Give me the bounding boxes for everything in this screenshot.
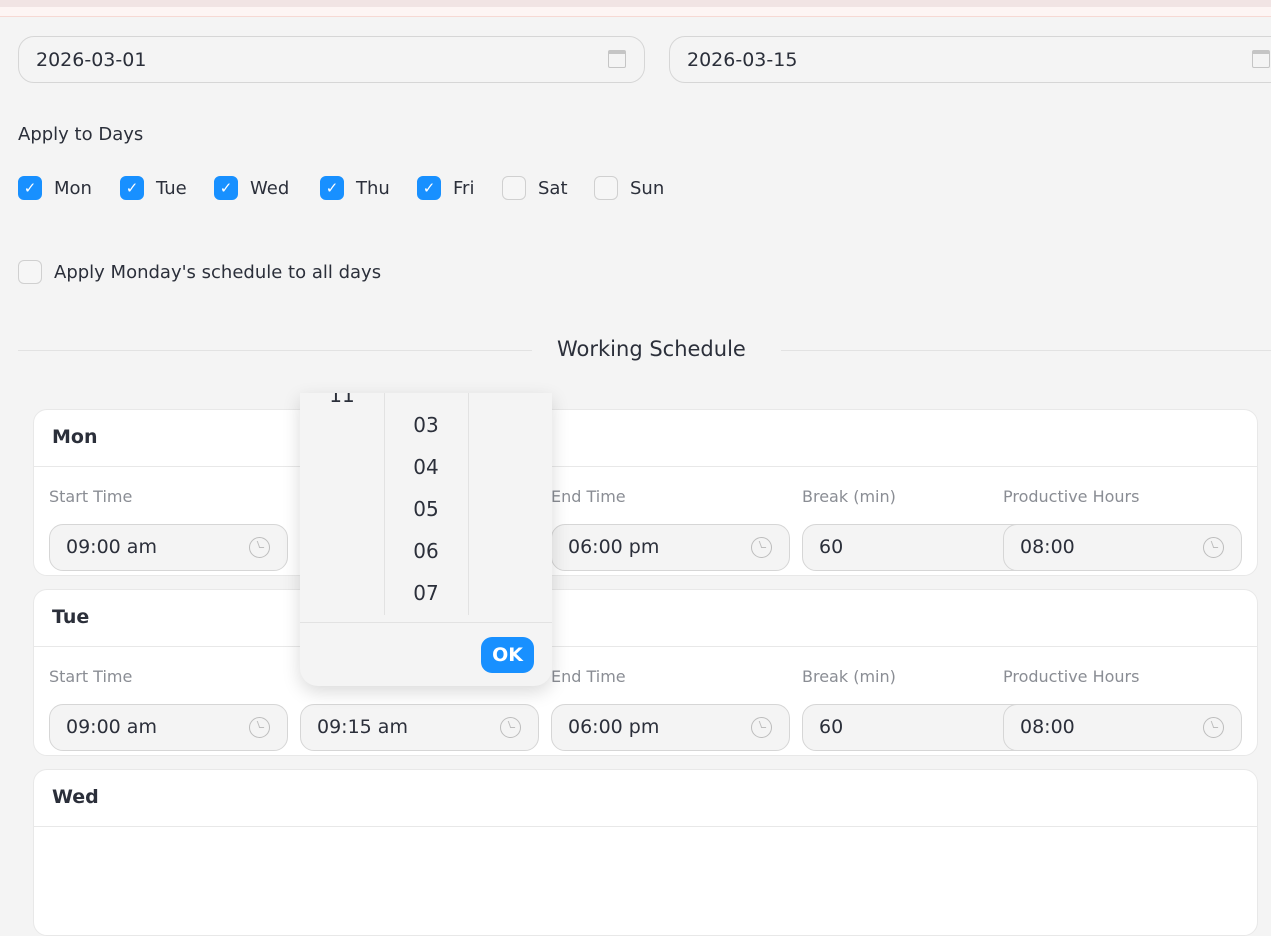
end-time-input[interactable]: 06:00 pm	[551, 704, 790, 751]
start-time-label: Start Time	[49, 667, 133, 686]
end-time-label: End Time	[551, 667, 626, 686]
day-checkbox-fri[interactable]: ✓ Fri	[417, 176, 474, 200]
day-title: Tue	[34, 590, 1257, 647]
end-time-field: End Time 06:00 pm	[551, 667, 790, 751]
minute-option[interactable]: 07	[413, 581, 439, 605]
break-min-label: Break (min)	[802, 667, 896, 686]
checkbox-box[interactable]: ✓	[18, 176, 42, 200]
start-time-field: Start Time 09:00 am	[49, 487, 288, 571]
minute-option[interactable]: 06	[413, 539, 439, 563]
divider-right	[781, 350, 1271, 351]
day-checkbox-sat[interactable]: Sat	[502, 176, 568, 200]
checkbox-box[interactable]: ✓	[120, 176, 144, 200]
hour-option[interactable]: 11	[329, 393, 355, 407]
day-card-wed: Wed	[33, 769, 1258, 936]
day-checkbox-tue[interactable]: ✓ Tue	[120, 176, 187, 200]
top-banner-border	[0, 7, 1271, 17]
break-min-value: 60	[819, 716, 844, 738]
day-title: Mon	[34, 410, 1257, 467]
day-card-tue: Tue Start Time 09:00 am 09:15 am End Time 06:…	[33, 589, 1258, 756]
divider-left	[18, 350, 532, 351]
break-start-input[interactable]: 09:15 am	[300, 704, 539, 751]
checkbox-box[interactable]: ✓	[417, 176, 441, 200]
picker-footer-divider	[300, 622, 552, 623]
day-checkbox-sun[interactable]: Sun	[594, 176, 664, 200]
end-date-value: 2026-03-15	[687, 49, 798, 71]
checkbox-box[interactable]	[594, 176, 618, 200]
start-time-input[interactable]: 09:00 am	[49, 524, 288, 571]
minute-option[interactable]: 05	[413, 497, 439, 521]
day-label: Mon	[54, 177, 92, 199]
day-label: Thu	[356, 177, 390, 199]
day-checkbox-wed[interactable]: ✓ Wed	[214, 176, 289, 200]
checkbox-box[interactable]	[502, 176, 526, 200]
productive-hours-input[interactable]: 08:00	[1003, 704, 1242, 751]
column-separator	[468, 393, 469, 615]
section-title: Working Schedule	[557, 337, 746, 361]
end-time-label: End Time	[551, 487, 626, 506]
column-separator	[384, 393, 385, 615]
end-time-field: End Time 06:00 pm	[551, 487, 790, 571]
checkbox-box[interactable]: ✓	[320, 176, 344, 200]
clock-icon[interactable]	[1203, 537, 1224, 558]
clock-icon[interactable]	[500, 717, 521, 738]
top-banner	[0, 0, 1271, 7]
start-date-value: 2026-03-01	[36, 49, 147, 71]
break-min-field: Break (min) 60	[802, 667, 1041, 751]
day-label: Sun	[630, 177, 665, 199]
productive-hours-label: Productive Hours	[1003, 667, 1140, 686]
productive-hours-value: 08:00	[1020, 716, 1075, 738]
checkbox-box[interactable]	[18, 260, 42, 284]
clock-icon[interactable]	[249, 717, 270, 738]
start-time-label: Start Time	[49, 487, 133, 506]
end-time-value: 06:00 pm	[568, 536, 660, 558]
apply-monday-checkbox[interactable]: Apply Monday's schedule to all days	[18, 260, 381, 284]
productive-hours-field: Productive Hours 08:00	[1003, 667, 1242, 751]
day-checkbox-mon[interactable]: ✓ Mon	[18, 176, 92, 200]
day-label: Tue	[156, 177, 187, 199]
clock-icon[interactable]	[751, 537, 772, 558]
break-start-value: 09:15 am	[317, 716, 408, 738]
calendar-icon[interactable]	[608, 50, 626, 68]
start-time-field: Start Time 09:00 am	[49, 667, 288, 751]
end-date-input[interactable]: 2026-03-15	[669, 36, 1271, 83]
break-min-value: 60	[819, 536, 844, 558]
clock-icon[interactable]	[249, 537, 270, 558]
end-time-input[interactable]: 06:00 pm	[551, 524, 790, 571]
calendar-icon[interactable]	[1252, 50, 1270, 68]
break-min-label: Break (min)	[802, 487, 896, 506]
productive-hours-field: Productive Hours 08:00	[1003, 487, 1242, 571]
productive-hours-input[interactable]: 08:00	[1003, 524, 1242, 571]
day-card-mon: Mon Start Time 09:00 am End Time 06:00 pm Bre…	[33, 409, 1258, 576]
ok-button[interactable]: OK	[481, 637, 534, 673]
time-picker-popup: 11 03 04 05 06 07 OK	[300, 393, 552, 686]
day-title: Wed	[34, 770, 1257, 827]
apply-days-label: Apply to Days	[18, 124, 144, 145]
break-start-field: 09:15 am	[300, 667, 539, 751]
start-date-input[interactable]: 2026-03-01	[18, 36, 645, 83]
minute-option[interactable]: 04	[413, 455, 439, 479]
day-label: Wed	[250, 177, 290, 199]
start-time-value: 09:00 am	[66, 716, 157, 738]
day-checkbox-thu[interactable]: ✓ Thu	[320, 176, 390, 200]
end-time-value: 06:00 pm	[568, 716, 660, 738]
productive-hours-value: 08:00	[1020, 536, 1075, 558]
clock-icon[interactable]	[1203, 717, 1224, 738]
clock-icon[interactable]	[751, 717, 772, 738]
start-time-value: 09:00 am	[66, 536, 157, 558]
apply-monday-label: Apply Monday's schedule to all days	[54, 261, 382, 283]
day-label: Sat	[538, 177, 568, 199]
break-min-input[interactable]: 60	[802, 704, 1041, 751]
checkbox-box[interactable]: ✓	[214, 176, 238, 200]
start-time-input[interactable]: 09:00 am	[49, 704, 288, 751]
day-label: Fri	[453, 177, 475, 199]
productive-hours-label: Productive Hours	[1003, 487, 1140, 506]
minute-option[interactable]: 03	[413, 413, 439, 437]
